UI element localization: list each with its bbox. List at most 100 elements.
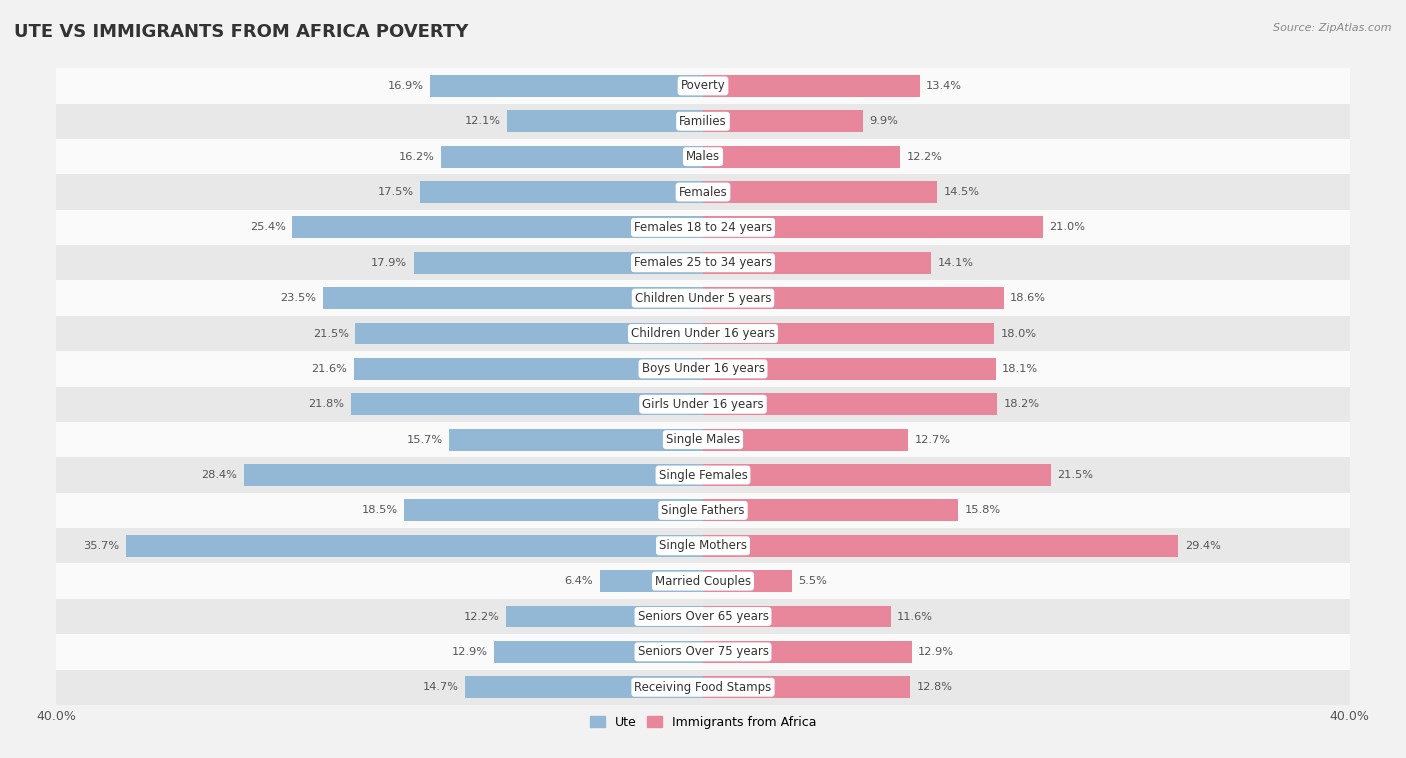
Bar — [703, 75, 920, 97]
Bar — [420, 181, 703, 203]
Bar — [703, 358, 995, 380]
Bar — [292, 217, 703, 238]
Text: 18.1%: 18.1% — [1002, 364, 1038, 374]
Text: 14.7%: 14.7% — [423, 682, 458, 692]
Bar — [56, 599, 1350, 634]
Text: 12.1%: 12.1% — [465, 116, 501, 127]
Bar — [56, 528, 1350, 563]
Bar — [56, 280, 1350, 316]
Bar — [495, 641, 703, 662]
Text: 15.8%: 15.8% — [965, 506, 1001, 515]
Text: 21.0%: 21.0% — [1049, 222, 1085, 233]
Bar — [703, 111, 863, 132]
Text: 12.9%: 12.9% — [451, 647, 488, 657]
Bar — [506, 606, 703, 628]
Bar — [703, 535, 1178, 556]
Bar — [56, 634, 1350, 669]
Bar — [703, 323, 994, 344]
Text: 17.9%: 17.9% — [371, 258, 408, 268]
Text: 21.6%: 21.6% — [311, 364, 347, 374]
Bar — [56, 387, 1350, 422]
Text: 12.2%: 12.2% — [907, 152, 942, 161]
Text: 18.2%: 18.2% — [1004, 399, 1040, 409]
Bar — [56, 174, 1350, 210]
Text: Married Couples: Married Couples — [655, 575, 751, 587]
Text: 21.5%: 21.5% — [314, 328, 349, 339]
Bar — [56, 245, 1350, 280]
Bar — [243, 464, 703, 486]
Text: 13.4%: 13.4% — [927, 81, 962, 91]
Text: 14.1%: 14.1% — [938, 258, 973, 268]
Text: Families: Families — [679, 114, 727, 128]
Text: 11.6%: 11.6% — [897, 612, 934, 622]
Legend: Ute, Immigrants from Africa: Ute, Immigrants from Africa — [585, 711, 821, 734]
Text: 23.5%: 23.5% — [281, 293, 316, 303]
Bar — [703, 252, 931, 274]
Bar — [703, 464, 1050, 486]
Text: UTE VS IMMIGRANTS FROM AFRICA POVERTY: UTE VS IMMIGRANTS FROM AFRICA POVERTY — [14, 23, 468, 41]
Text: Source: ZipAtlas.com: Source: ZipAtlas.com — [1274, 23, 1392, 33]
Bar — [703, 500, 959, 522]
Text: 9.9%: 9.9% — [869, 116, 898, 127]
Text: 12.9%: 12.9% — [918, 647, 955, 657]
Bar — [56, 493, 1350, 528]
Text: Boys Under 16 years: Boys Under 16 years — [641, 362, 765, 375]
Bar — [404, 500, 703, 522]
Bar — [56, 351, 1350, 387]
Bar — [323, 287, 703, 309]
Text: 16.2%: 16.2% — [399, 152, 434, 161]
Text: Single Fathers: Single Fathers — [661, 504, 745, 517]
Bar — [356, 323, 703, 344]
Text: 12.8%: 12.8% — [917, 682, 952, 692]
Bar — [703, 287, 1004, 309]
Bar — [703, 181, 938, 203]
Text: 6.4%: 6.4% — [564, 576, 593, 586]
Text: Children Under 5 years: Children Under 5 years — [634, 292, 772, 305]
Text: Females 18 to 24 years: Females 18 to 24 years — [634, 221, 772, 234]
Text: Females 25 to 34 years: Females 25 to 34 years — [634, 256, 772, 269]
Bar — [56, 457, 1350, 493]
Bar — [465, 676, 703, 698]
Bar — [56, 139, 1350, 174]
Bar — [413, 252, 703, 274]
Text: 28.4%: 28.4% — [201, 470, 238, 480]
Bar — [125, 535, 703, 556]
Text: 18.6%: 18.6% — [1010, 293, 1046, 303]
Text: Seniors Over 65 years: Seniors Over 65 years — [637, 610, 769, 623]
Text: Seniors Over 75 years: Seniors Over 75 years — [637, 645, 769, 659]
Text: 5.5%: 5.5% — [799, 576, 827, 586]
Text: 21.5%: 21.5% — [1057, 470, 1092, 480]
Text: 18.5%: 18.5% — [361, 506, 398, 515]
Bar — [508, 111, 703, 132]
Text: 17.5%: 17.5% — [377, 187, 413, 197]
Bar — [56, 563, 1350, 599]
Bar — [599, 570, 703, 592]
Bar — [56, 210, 1350, 245]
Bar — [703, 641, 911, 662]
Bar — [350, 393, 703, 415]
Text: 12.7%: 12.7% — [915, 434, 950, 445]
Bar — [703, 217, 1043, 238]
Text: 35.7%: 35.7% — [83, 540, 120, 551]
Text: Girls Under 16 years: Girls Under 16 years — [643, 398, 763, 411]
Text: Single Males: Single Males — [666, 433, 740, 446]
Bar — [56, 68, 1350, 104]
Bar — [56, 104, 1350, 139]
Text: Children Under 16 years: Children Under 16 years — [631, 327, 775, 340]
Text: 15.7%: 15.7% — [406, 434, 443, 445]
Text: 21.8%: 21.8% — [308, 399, 344, 409]
Bar — [703, 570, 792, 592]
Bar — [449, 429, 703, 450]
Bar — [703, 606, 890, 628]
Bar — [430, 75, 703, 97]
Text: Poverty: Poverty — [681, 80, 725, 92]
Bar — [703, 429, 908, 450]
Text: 18.0%: 18.0% — [1001, 328, 1036, 339]
Bar — [703, 146, 900, 168]
Bar — [56, 422, 1350, 457]
Text: Single Females: Single Females — [658, 468, 748, 481]
Bar — [703, 393, 997, 415]
Bar — [703, 676, 910, 698]
Text: Single Mothers: Single Mothers — [659, 539, 747, 553]
Text: Males: Males — [686, 150, 720, 163]
